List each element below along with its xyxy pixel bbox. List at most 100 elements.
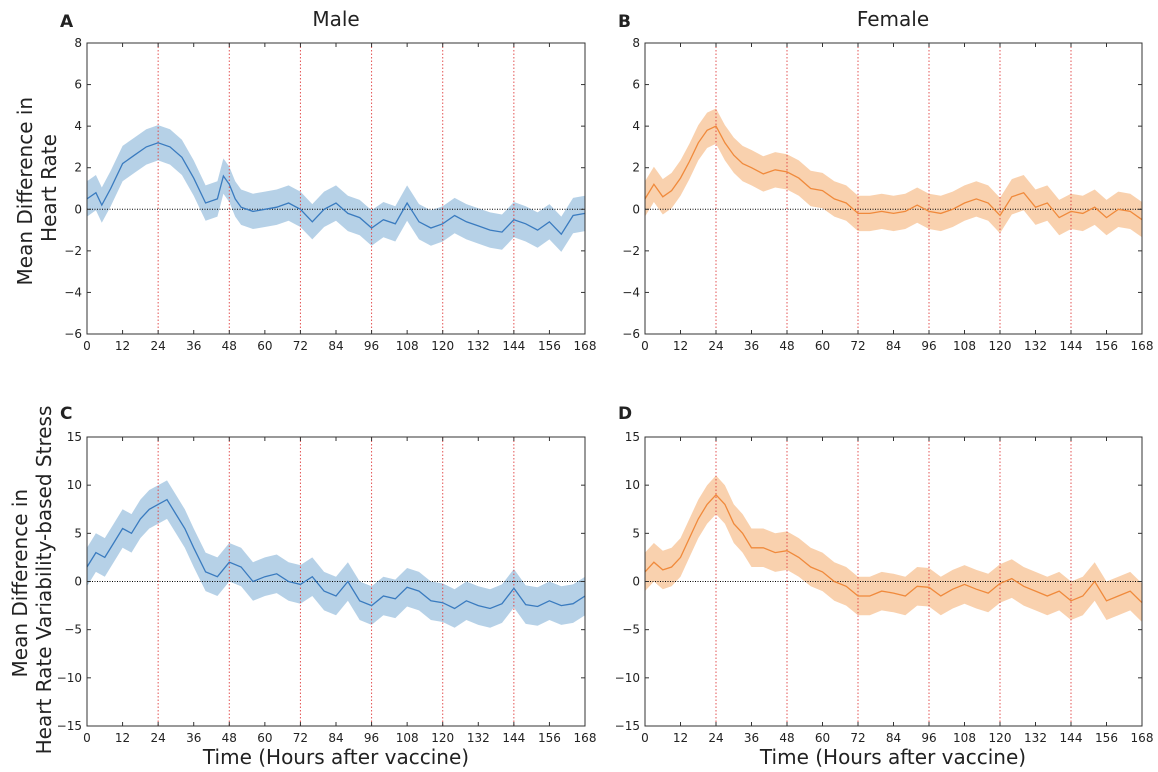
x-tick-label: 24: [151, 339, 166, 353]
x-tick-label: 48: [222, 731, 237, 745]
panel-a-male-heart-rate: 0 12 24 36 48 60 72 84 96 108 120 132 144 156 168−6−4−…: [64, 36, 596, 353]
confidence-band: [645, 475, 1142, 622]
x-tick-label: 24: [708, 731, 723, 745]
y-tick-label: 4: [632, 119, 640, 133]
x-tick-label: 24: [708, 339, 723, 353]
y-tick-label: −6: [622, 327, 640, 341]
panel-letter-a: A: [60, 12, 74, 32]
confidence-band: [87, 480, 585, 628]
x-tick-label: 72: [850, 731, 865, 745]
x-tick-label: 144: [502, 339, 525, 353]
x-tick-label: 0: [641, 731, 649, 745]
x-tick-label: 108: [396, 339, 419, 353]
x-tick-label: 96: [921, 731, 936, 745]
x-axis-label-male: Time (Hours after vaccine): [202, 745, 469, 769]
y-tick-label: 8: [74, 36, 82, 50]
x-tick-label: 120: [431, 731, 454, 745]
x-axis-label-female: Time (Hours after vaccine): [759, 745, 1026, 769]
x-tick-label: 144: [1060, 731, 1083, 745]
y-tick-label: 0: [632, 202, 640, 216]
x-tick-label: 120: [989, 339, 1012, 353]
y-tick-label: 6: [74, 78, 82, 92]
x-tick-label: 84: [328, 339, 343, 353]
series-mean-line: [86, 142, 586, 236]
y-tick-label: 15: [67, 430, 82, 444]
x-tick-label: 108: [953, 731, 976, 745]
x-tick-label: 96: [364, 339, 379, 353]
y-tick-label: 5: [74, 526, 82, 540]
y-tick-label: 0: [74, 202, 82, 216]
y-axis-label-stress: Mean Difference in Heart Rate Variabilit…: [8, 406, 56, 755]
x-tick-label: 60: [815, 731, 830, 745]
x-tick-label: 84: [886, 339, 901, 353]
panel-b-female-heart-rate: 0 12 24 36 48 60 72 84 96 108 120 132 144 156 168−6−4−…: [622, 36, 1153, 353]
y-axis-label-heart-rate: Mean Difference in Heart Rate: [13, 91, 61, 286]
x-tick-label: 60: [257, 731, 272, 745]
x-tick-label: 36: [744, 731, 759, 745]
series-mean-line: [86, 498, 586, 610]
panel-d-female-stress: 0 12 24 36 48 60 72 84 96 108 120 132 144 156 168 −15 −1…: [615, 430, 1154, 745]
x-tick-label: 156: [538, 731, 561, 745]
y-tick-label: −6: [64, 327, 82, 341]
y-tick-label: −5: [64, 623, 82, 637]
x-tick-label: 96: [921, 339, 936, 353]
x-tick-label: 12: [673, 339, 688, 353]
x-tick-label: 24: [151, 731, 166, 745]
x-tick-label: 132: [467, 339, 490, 353]
x-tick-label: 168: [574, 339, 597, 353]
x-tick-label: 132: [1024, 731, 1047, 745]
panel-letter-b: B: [618, 12, 631, 32]
y-tick-label: −4: [622, 285, 640, 299]
x-tick-label: 48: [222, 339, 237, 353]
x-tick-label: 168: [1131, 339, 1154, 353]
x-tick-label: 156: [1095, 731, 1118, 745]
column-title-male: Male: [312, 7, 359, 31]
y-tick-label: 0: [74, 575, 82, 589]
x-tick-label: 84: [328, 731, 343, 745]
y-tick-label: −15: [615, 719, 640, 733]
y-tick-label: 6: [632, 78, 640, 92]
y-tick-label: 10: [625, 478, 640, 492]
x-tick-label: 0: [83, 339, 91, 353]
x-tick-label: 36: [186, 339, 201, 353]
confidence-band: [645, 108, 1142, 238]
x-tick-label: 12: [115, 339, 130, 353]
y-axis-label-heart-rate-line-1: Mean Difference in: [13, 97, 37, 286]
y-tick-label: 4: [74, 119, 82, 133]
x-tick-label: 168: [574, 731, 597, 745]
y-tick-label: 10: [67, 478, 82, 492]
x-tick-label: 96: [364, 731, 379, 745]
panel-c-male-stress: 0 12 24 36 48 60 72 84 96 108 120 132 144 156 168 −15 −1…: [57, 430, 597, 745]
x-tick-label: 48: [779, 339, 794, 353]
x-tick-label: 156: [1095, 339, 1118, 353]
y-axis-label-heart-rate-line-2: Heart Rate: [37, 134, 61, 242]
x-tick-label: 120: [431, 339, 454, 353]
y-tick-label: −5: [622, 623, 640, 637]
y-tick-label: 2: [74, 161, 82, 175]
x-tick-label: 168: [1131, 731, 1154, 745]
series-mean-line: [644, 493, 1143, 604]
confidence-band: [87, 125, 585, 252]
y-tick-label: 8: [632, 36, 640, 50]
y-tick-label: −15: [57, 719, 82, 733]
column-title-female: Female: [857, 7, 929, 31]
y-tick-label: −2: [622, 244, 640, 258]
x-tick-label: 72: [293, 731, 308, 745]
y-tick-label: −2: [64, 244, 82, 258]
panel-letter-c: C: [60, 404, 72, 424]
y-tick-label: 15: [625, 430, 640, 444]
y-axis-label-stress-line-2: Heart Rate Variability-based Stress: [32, 406, 56, 755]
x-tick-label: 84: [886, 731, 901, 745]
x-tick-label: 60: [257, 339, 272, 353]
y-tick-label: 5: [632, 526, 640, 540]
x-tick-label: 60: [815, 339, 830, 353]
x-tick-label: 156: [538, 339, 561, 353]
x-tick-label: 0: [83, 731, 91, 745]
x-tick-label: 144: [502, 731, 525, 745]
x-tick-label: 108: [396, 731, 419, 745]
x-tick-label: 12: [115, 731, 130, 745]
x-tick-label: 0: [641, 339, 649, 353]
x-tick-label: 12: [673, 731, 688, 745]
x-tick-label: 72: [293, 339, 308, 353]
